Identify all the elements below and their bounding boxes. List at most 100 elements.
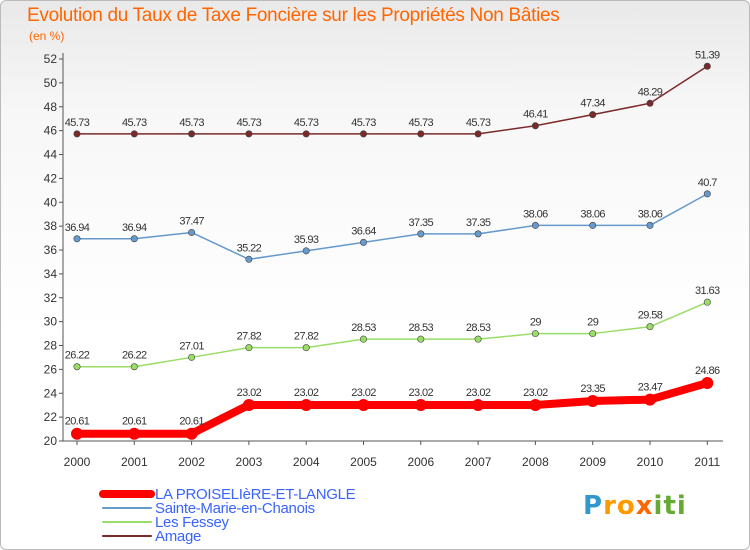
data-label: 37.35 (466, 217, 491, 229)
logo-letter: P (583, 491, 604, 521)
data-label: 28.53 (409, 322, 434, 334)
logo-letter: i (653, 491, 664, 521)
x-tick-label: 2008 (522, 455, 549, 469)
y-tick-label: 48 (44, 100, 58, 114)
data-label: 28.53 (351, 322, 376, 334)
logo-letter: x (635, 491, 654, 521)
y-tick-label: 42 (44, 171, 58, 185)
data-point (474, 130, 482, 138)
data-label: 23.02 (409, 387, 434, 399)
data-label: 20.61 (179, 416, 204, 428)
data-label: 48.29 (638, 86, 663, 98)
data-point (414, 398, 427, 411)
data-label: 36.64 (351, 225, 376, 237)
y-tick-label: 40 (44, 195, 58, 209)
x-tick-label: 2005 (350, 455, 377, 469)
data-label: 36.94 (65, 222, 90, 234)
data-label: 51.39 (695, 49, 720, 61)
data-point (73, 235, 81, 243)
data-point (245, 255, 253, 263)
data-point (589, 111, 597, 119)
x-tick-label: 2007 (465, 455, 492, 469)
data-point (188, 228, 196, 236)
x-tick-label: 2009 (579, 455, 606, 469)
data-label: 24.86 (695, 365, 720, 377)
data-label: 27.01 (179, 340, 204, 352)
data-label: 23.02 (351, 387, 376, 399)
y-tick-label: 24 (44, 386, 58, 400)
x-tick-label: 2000 (64, 455, 91, 469)
data-point (71, 427, 83, 440)
unit-label: (en %) (29, 29, 65, 43)
legend-label: Sainte-Marie-en-Chanois (155, 500, 315, 517)
data-point (474, 230, 482, 238)
data-label: 23.02 (294, 387, 319, 399)
data-point (302, 130, 310, 138)
series-layer (71, 62, 714, 440)
y-tick-label: 46 (44, 124, 58, 138)
data-point (417, 130, 425, 138)
y-tick-label: 34 (44, 267, 58, 281)
data-point (531, 122, 539, 130)
series-line (73, 378, 712, 438)
data-label: 35.93 (294, 234, 319, 246)
data-point (586, 395, 599, 408)
data-label: 31.63 (695, 285, 720, 297)
data-point (417, 335, 425, 343)
data-label: 46.41 (523, 109, 548, 121)
series-line (76, 193, 709, 261)
x-tick-label: 2001 (121, 455, 148, 469)
data-point (185, 427, 198, 440)
data-label: 23.02 (237, 387, 262, 399)
series-line (76, 301, 709, 368)
data-point (703, 298, 711, 306)
data-label: 45.73 (409, 117, 434, 129)
data-point (529, 398, 542, 411)
data-point (531, 221, 539, 229)
data-label: 20.61 (65, 416, 90, 428)
data-point (589, 221, 597, 229)
x-tick-label: 2003 (236, 455, 263, 469)
data-point (245, 130, 253, 138)
data-point (474, 335, 482, 343)
data-label: 38.06 (580, 208, 605, 220)
data-label: 47.34 (580, 98, 605, 110)
data-point (357, 398, 370, 411)
legend-label: Les Fessey (155, 514, 229, 531)
data-point (242, 398, 255, 411)
data-point (359, 130, 367, 138)
data-label: 27.82 (237, 331, 262, 343)
chart-axes: 20 22 24 26 28 30 32 34 36 38 40 42 44 46 48 50 52 2000 20… (44, 52, 723, 469)
x-tick-label: 2011 (694, 455, 720, 469)
data-label: 26.22 (65, 350, 90, 362)
chart-title: Evolution du Taux de Taxe Foncière sur l… (27, 5, 560, 26)
x-tick-label: 2002 (178, 455, 205, 469)
y-tick-label: 22 (44, 410, 58, 424)
data-label: 37.35 (409, 217, 434, 229)
y-tick-label: 20 (44, 434, 58, 448)
data-label: 40.7 (698, 177, 717, 189)
data-point (130, 235, 138, 243)
data-point (188, 353, 196, 361)
data-label: 45.73 (65, 117, 90, 129)
data-label: 36.94 (122, 222, 147, 234)
data-label: 37.47 (179, 215, 204, 227)
legend: LA PROISELIèRE-ET-LANGLESainte-Marie-en-… (99, 486, 356, 545)
data-label: 45.73 (179, 117, 204, 129)
data-point (646, 323, 654, 331)
data-point (130, 363, 138, 371)
data-label: 38.06 (638, 208, 663, 220)
legend-label: Amage (155, 528, 201, 545)
data-label: 38.06 (523, 208, 548, 220)
logo-letter: o (616, 491, 636, 521)
data-labels-layer: 20.61 20.61 20.61 23.02 23.02 23.02 23.02 23.02… (65, 49, 721, 428)
data-label: 35.22 (237, 242, 262, 254)
x-tick-label: 2006 (407, 455, 434, 469)
data-point (646, 221, 654, 229)
data-label: 28.53 (466, 322, 491, 334)
data-label: 27.82 (294, 331, 319, 343)
data-label: 23.35 (580, 383, 605, 395)
data-point (359, 335, 367, 343)
data-label: 23.02 (466, 387, 491, 399)
data-point (703, 190, 711, 198)
